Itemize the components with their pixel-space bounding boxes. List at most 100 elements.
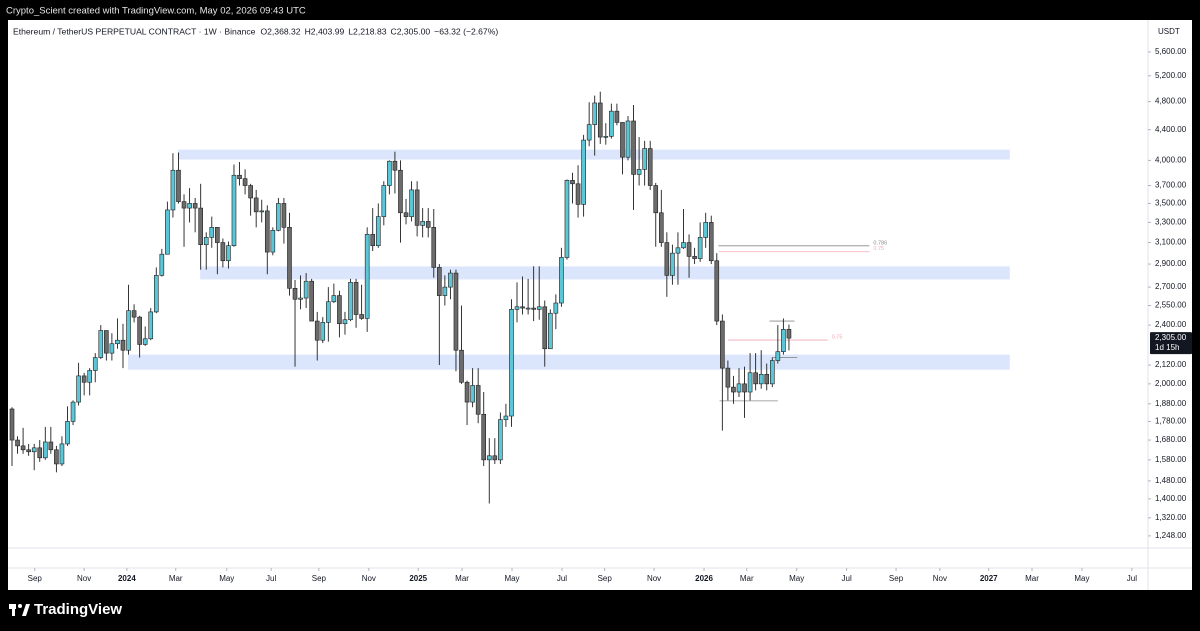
x-tick-label: 2027 xyxy=(980,574,998,583)
candle-body xyxy=(309,280,314,322)
x-tick-label: Sep xyxy=(312,574,327,583)
candle-body xyxy=(769,360,775,385)
candle-body xyxy=(492,455,498,461)
candle-body xyxy=(314,320,320,341)
candle-body xyxy=(708,222,714,262)
candle-body xyxy=(37,447,43,459)
y-tick-label: 2,120.00 xyxy=(1155,360,1187,369)
y-tick-label: 1,580.00 xyxy=(1155,455,1187,464)
candle-body xyxy=(104,330,109,354)
y-tick-label: 3,100.00 xyxy=(1155,238,1187,247)
zone xyxy=(177,149,1010,160)
candle-body xyxy=(287,227,292,289)
y-tick-label: 1,320.00 xyxy=(1155,513,1187,522)
y-tick-label: 2,550.00 xyxy=(1155,301,1187,310)
candle-body xyxy=(425,221,431,228)
level-label: 0.75 xyxy=(832,335,843,341)
candle-body xyxy=(215,227,220,243)
candle-body xyxy=(597,102,603,138)
candle-body xyxy=(625,120,631,158)
candle-body xyxy=(636,169,642,175)
candle-body xyxy=(742,383,747,393)
candle-body xyxy=(753,372,758,385)
candle-body xyxy=(464,381,470,403)
x-tick-label: Sep xyxy=(28,574,43,583)
candle-body xyxy=(614,110,620,123)
candle-body xyxy=(359,314,364,319)
x-tick-label: May xyxy=(504,574,519,583)
candle-body xyxy=(148,311,154,340)
candle-body xyxy=(342,319,348,325)
candle-body xyxy=(92,357,98,371)
candle-body xyxy=(26,449,31,453)
candle-body xyxy=(120,339,126,351)
candle-body xyxy=(331,295,337,303)
x-tick-label: May xyxy=(789,574,804,583)
candle-body xyxy=(470,385,475,403)
zone xyxy=(200,266,1010,280)
candle-body xyxy=(320,322,326,341)
candle-body xyxy=(392,160,398,171)
candle-body xyxy=(509,309,514,417)
candle-body xyxy=(670,252,675,276)
y-tick-label: 1,480.00 xyxy=(1155,476,1187,485)
y-tick-label: 4,400.00 xyxy=(1155,125,1187,134)
candle-body xyxy=(303,280,309,299)
x-tick-label: Sep xyxy=(598,574,613,583)
candle-body xyxy=(281,203,287,228)
y-tick-label: 4,000.00 xyxy=(1155,156,1187,165)
candle-body xyxy=(453,272,459,351)
candle-body xyxy=(48,441,54,451)
candle-body xyxy=(76,375,81,403)
candle-body xyxy=(259,210,265,213)
candle-body xyxy=(137,316,142,345)
candle-body xyxy=(520,306,525,309)
level-label: 0.786 xyxy=(873,240,887,246)
candle-body xyxy=(98,330,104,358)
candle-body xyxy=(348,282,353,321)
candle-body xyxy=(775,351,781,361)
candle-body xyxy=(192,203,198,209)
y-tick-label: 4,800.00 xyxy=(1155,97,1187,106)
candle-body xyxy=(525,307,531,310)
y-tick-label: 1,400.00 xyxy=(1155,494,1187,503)
countdown: 1d 15h xyxy=(1155,343,1179,352)
unit-label: USDT xyxy=(1158,27,1180,36)
zone xyxy=(127,354,1010,370)
candle-body xyxy=(542,306,548,350)
candle-body xyxy=(248,185,253,199)
y-tick-label: 2,000.00 xyxy=(1155,379,1187,388)
change-value: −63.32 (−2.67%) xyxy=(434,26,498,36)
candle-body xyxy=(381,185,387,217)
candle-body xyxy=(475,385,481,415)
x-tick-label: Mar xyxy=(169,574,183,583)
candle-body xyxy=(398,169,403,214)
candle-body xyxy=(165,209,170,255)
logo-part xyxy=(18,604,22,608)
candle-body xyxy=(575,183,581,205)
candle-body xyxy=(403,212,409,217)
x-tick-label: 2024 xyxy=(118,574,136,583)
candle-body xyxy=(531,307,536,310)
candle-body xyxy=(42,441,48,459)
candle-body xyxy=(375,216,381,247)
candle-body xyxy=(292,288,298,300)
candle-body xyxy=(631,120,636,175)
candle-body xyxy=(109,343,115,354)
x-tick-label: 2025 xyxy=(409,574,427,583)
candle-body xyxy=(409,189,414,217)
candle-body xyxy=(553,302,559,314)
candle-body xyxy=(253,197,259,213)
y-tick-label: 3,700.00 xyxy=(1155,181,1187,190)
candle-body xyxy=(270,230,276,253)
x-tick-label: Mar xyxy=(1025,574,1039,583)
candle-body xyxy=(720,320,725,369)
candle-body xyxy=(603,136,609,138)
candle-body xyxy=(59,443,65,465)
x-tick-label: Nov xyxy=(77,574,91,583)
x-tick-label: Jul xyxy=(1127,574,1137,583)
logo-part xyxy=(22,604,30,616)
candle-body xyxy=(9,408,15,441)
candle-body xyxy=(231,174,237,247)
candle-body xyxy=(736,383,742,393)
